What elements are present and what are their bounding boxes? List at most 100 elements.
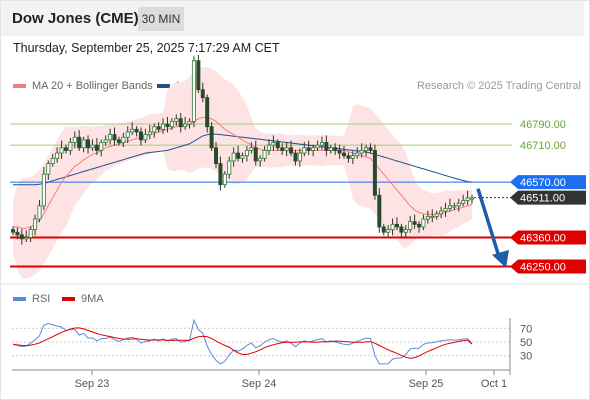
candle-body-69 — [315, 144, 320, 149]
candle-body-39 — [183, 123, 188, 128]
candle-body-82 — [372, 150, 377, 196]
candle-body-42 — [196, 60, 201, 91]
candle-body-18 — [90, 144, 95, 149]
candle-body-20 — [99, 142, 104, 151]
candle-body-36 — [169, 120, 174, 128]
candle-body-85 — [386, 229, 391, 233]
candle-body-74 — [337, 150, 342, 154]
candle-body-34 — [161, 123, 166, 130]
candle-body-71 — [324, 142, 329, 151]
candle-body-45 — [209, 126, 214, 149]
candle-body-6 — [37, 205, 42, 220]
candle-body-53 — [244, 150, 249, 157]
candle-body-73 — [333, 147, 338, 151]
candle-body-104 — [469, 197, 474, 200]
x-tick-label-2: Sep 25 — [409, 378, 444, 390]
candle-body-46 — [214, 147, 219, 165]
candle-body-77 — [350, 155, 355, 159]
candle-body-29 — [138, 131, 143, 141]
candle-body-31 — [147, 131, 152, 135]
candle-body-33 — [156, 126, 161, 130]
candle-body-52 — [240, 155, 245, 159]
candle-body-58 — [266, 144, 271, 151]
candle-body-67 — [306, 147, 311, 151]
candle-body-27 — [130, 128, 135, 133]
candle-body-93 — [421, 218, 426, 228]
candle-body-0 — [10, 229, 15, 233]
candle-body-98 — [443, 208, 448, 212]
level-label-4: 46360.00 — [520, 233, 566, 245]
candle-body-44 — [205, 97, 210, 128]
candle-body-95 — [430, 215, 435, 218]
candle-body-59 — [271, 142, 276, 146]
legend-ma9-label: 9MA — [81, 293, 104, 305]
x-tick-label-1: Sep 24 — [242, 378, 277, 390]
candle-body-55 — [253, 147, 258, 162]
candle-body-84 — [381, 226, 386, 233]
legend-ma9: 9MA — [62, 293, 104, 305]
candle-body-81 — [368, 147, 373, 151]
candle-body-92 — [417, 223, 422, 228]
candle-body-75 — [342, 152, 347, 157]
rsi-tick-label-0: 70 — [520, 323, 532, 335]
candle-body-63 — [289, 147, 294, 154]
candle-body-66 — [302, 147, 307, 154]
candle-body-102 — [461, 200, 466, 204]
candle-body-19 — [94, 144, 99, 151]
candle-body-62 — [284, 147, 289, 151]
header-bar: Dow Jones (CME) 30 MIN — [0, 0, 584, 36]
candle-body-41 — [191, 60, 196, 122]
candle-body-38 — [178, 118, 183, 128]
candle-body-12 — [63, 147, 68, 151]
ma50-swatch — [157, 84, 170, 89]
candle-body-94 — [425, 215, 430, 220]
bollinger-band — [13, 67, 472, 279]
candle-body-54 — [249, 147, 254, 151]
candle-body-90 — [408, 221, 413, 230]
candle-body-22 — [108, 134, 113, 141]
candle-body-32 — [152, 126, 157, 133]
candle-body-79 — [359, 150, 364, 154]
candle-body-10 — [55, 152, 60, 159]
level-tag-2 — [510, 175, 586, 190]
candle-body-13 — [68, 142, 73, 151]
timeframe-button[interactable]: 30 MIN — [138, 7, 184, 31]
candle-body-72 — [328, 147, 333, 151]
candle-body-83 — [377, 194, 382, 228]
candle-body-61 — [280, 147, 285, 151]
candle-body-64 — [293, 152, 298, 162]
rsi-ma9-line — [12, 327, 473, 359]
candle-body-80 — [364, 147, 369, 151]
rsi-tick-label-1: 50 — [520, 337, 532, 349]
candle-body-96 — [434, 213, 439, 217]
legend-ma20: MA 20 + Bollinger Bands — [13, 80, 153, 92]
candle-body-91 — [412, 221, 417, 225]
candle-body-35 — [165, 123, 170, 128]
candle-body-50 — [231, 152, 236, 162]
x-tick-label-0: Sep 23 — [75, 378, 110, 390]
candle-body-43 — [200, 89, 205, 99]
level-label-1: 46710.00 — [520, 140, 566, 152]
candle-body-7 — [41, 173, 46, 207]
ma20-swatch — [13, 84, 26, 89]
candle-body-51 — [236, 152, 241, 159]
level-label-3: 46511.00 — [520, 193, 565, 205]
candle-body-11 — [59, 147, 64, 154]
candle-body-40 — [187, 120, 192, 125]
level-tag-5 — [510, 259, 586, 274]
candle-body-28 — [134, 128, 139, 133]
candle-body-21 — [103, 139, 108, 143]
candle-body-48 — [222, 173, 227, 186]
candle-body-25 — [121, 136, 126, 143]
candle-body-30 — [143, 134, 148, 141]
candle-body-9 — [50, 157, 55, 165]
candle-body-57 — [262, 150, 267, 159]
x-tick-label-3: Oct 1 — [481, 378, 507, 390]
candle-body-97 — [439, 210, 444, 215]
candle-body-56 — [258, 157, 263, 162]
credit: Research © 2025 Trading Central — [416, 80, 581, 92]
candle-body-103 — [465, 197, 470, 201]
candle-body-86 — [390, 223, 395, 230]
candle-body-89 — [403, 229, 408, 233]
